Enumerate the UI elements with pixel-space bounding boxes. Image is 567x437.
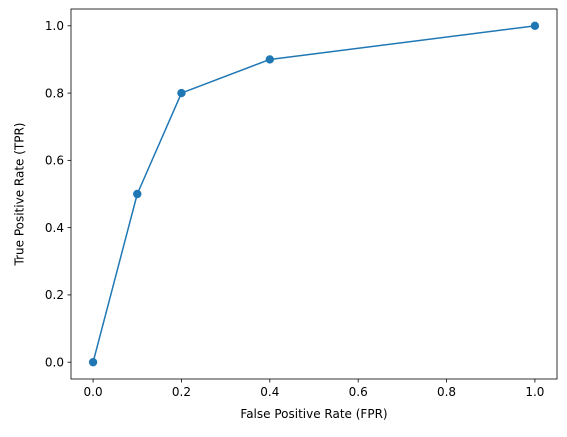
data-point — [133, 189, 142, 199]
y-tick-label: 0.6 — [45, 154, 64, 168]
data-point — [88, 357, 98, 367]
plot-frame — [70, 8, 558, 380]
plot-layer — [88, 21, 540, 367]
y-tick-label: 1.0 — [45, 19, 64, 33]
x-tick-label: 1.0 — [525, 385, 544, 399]
data-point — [530, 21, 540, 31]
y-tick-label: 0.2 — [45, 288, 64, 302]
y-tick-label: 0.4 — [45, 221, 64, 235]
data-point — [265, 55, 275, 64]
data-point — [177, 88, 186, 98]
axes-layer: 0.0 0.2 0.4 0.6 0.8 1.0 0.0 0.2 0.4 0.6 0.8 1.0 — [45, 8, 558, 399]
x-tick-label: 0.2 — [172, 385, 191, 399]
x-tick-label: 0.8 — [437, 385, 456, 399]
y-tick-label: 0.8 — [45, 86, 64, 100]
x-axis-label: False Positive Rate (FPR) — [240, 407, 387, 421]
y-tick-label: 0.0 — [45, 355, 64, 369]
series-line — [92, 25, 536, 363]
y-axis-label: True Positive Rate (TPR) — [13, 123, 27, 267]
x-tick-label: 0.0 — [84, 385, 103, 399]
x-tick-label: 0.4 — [260, 385, 279, 399]
x-tick-label: 0.6 — [349, 385, 368, 399]
